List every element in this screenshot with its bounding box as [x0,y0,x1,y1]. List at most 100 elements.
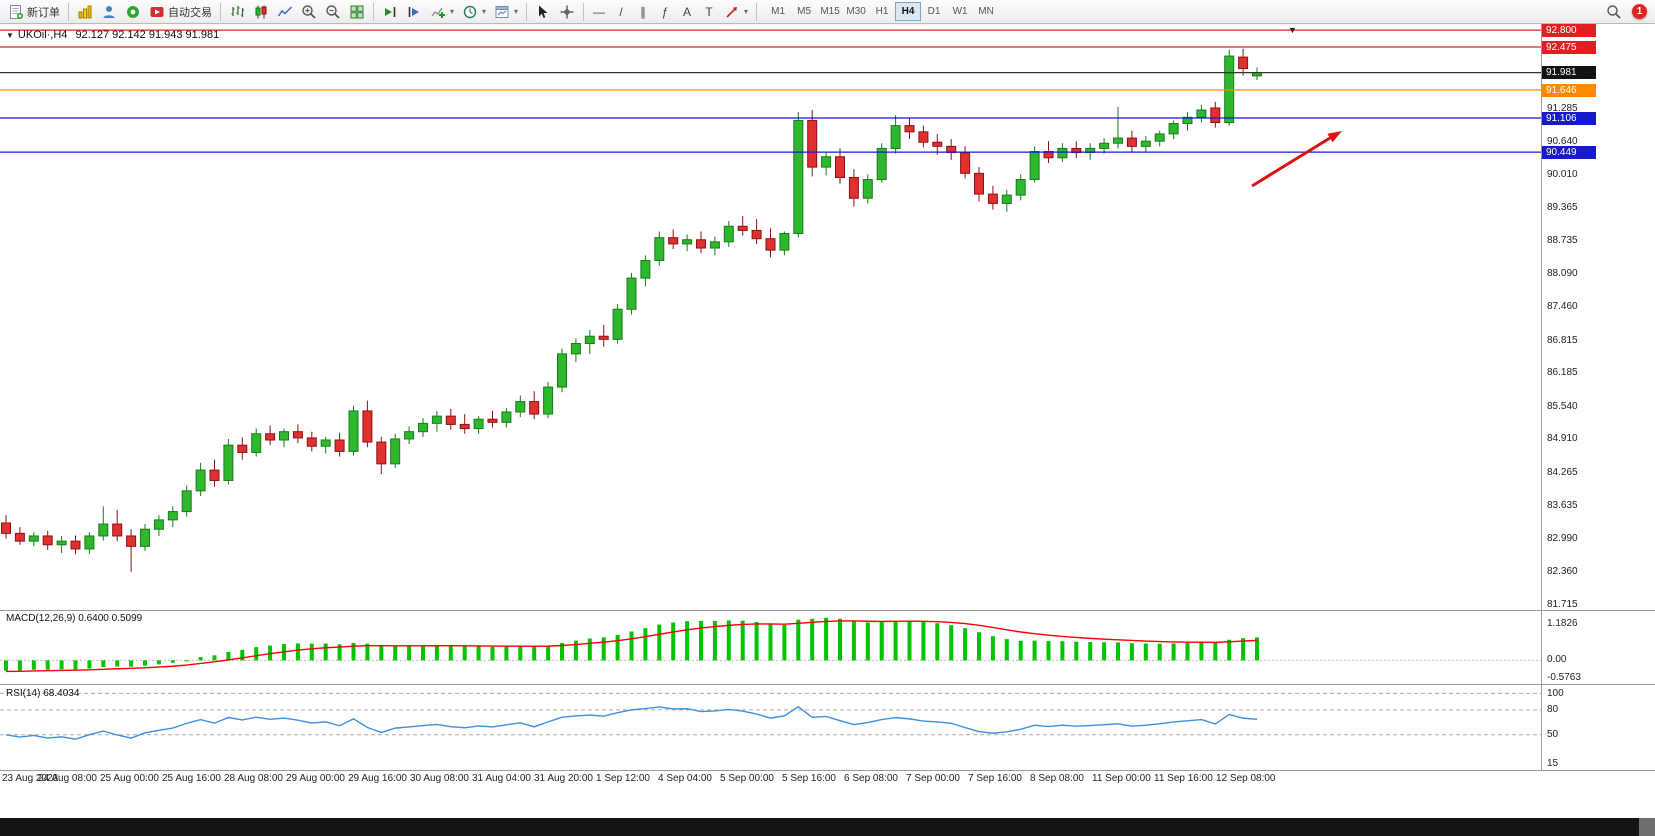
price-level-label-resistance-upper: 92.800 [1542,23,1596,37]
accounts-button[interactable] [97,2,121,22]
horizontal-line-button[interactable]: — [588,2,610,22]
price-level-label-support-blue-2: 90.449 [1542,145,1596,159]
macd-axis-label: -0.5763 [1547,672,1581,683]
timeframe-m30-button[interactable]: M30 [843,2,869,21]
time-axis-label: 25 Aug 00:00 [100,773,159,784]
chart-header: ▼ UKOil·,H4 92.127 92.142 91.943 91.981 [6,29,219,41]
timeframe-h4-button[interactable]: H4 [895,2,922,21]
arrows-tool-button[interactable]: ▾ [720,2,752,22]
timeframe-bar: M1 M5 M15 M30 H1 H4 D1 W1 MN [765,2,999,21]
line-chart-icon [277,5,293,16]
price-level-label-resistance: 92.475 [1542,40,1596,54]
horizontal-scrollbar[interactable] [0,818,1655,836]
timeframe-m5-button[interactable]: M5 [791,2,817,21]
chart-shift-button[interactable] [402,2,426,22]
candlestick-chart-button[interactable] [249,2,273,22]
rsi-axis-label: 15 [1547,757,1559,769]
time-axis-border [0,770,1655,771]
chart-shift-marker[interactable]: ▼ [1288,25,1297,35]
timeframe-h1-button[interactable]: H1 [869,2,895,21]
time-axis-label: 29 Aug 00:00 [286,773,345,784]
text-label-icon: T [705,4,713,19]
auto-scroll-button[interactable] [378,2,402,22]
time-axis-label: 8 Sep 08:00 [1030,773,1084,784]
text-label-button[interactable]: T [698,2,720,22]
market-watch-icon [78,5,92,18]
price-level-label-level-orange: 91.646 [1542,83,1596,97]
zoom-out-button[interactable] [321,2,345,22]
price-tick-label: 90.010 [1547,168,1578,180]
time-axis-label: 12 Sep 08:00 [1216,773,1276,784]
price-level-label-support-blue-1: 91.106 [1542,111,1596,125]
algo-trading-button[interactable]: 自动交易 [145,2,216,22]
time-axis-label: 28 Aug 08:00 [224,773,283,784]
time-axis-label: 11 Sep 16:00 [1154,773,1213,784]
symbol-period-label: UKOil·,H4 [17,29,68,41]
time-axis-label: 7 Sep 00:00 [906,773,960,784]
price-tick-label: 81.715 [1547,599,1578,611]
tile-windows-button[interactable] [345,2,369,22]
symbol-dropdown-icon[interactable]: ▼ [6,31,14,40]
line-chart-button[interactable] [273,2,297,22]
new-order-button[interactable]: 新订单 [4,2,64,22]
notification-badge[interactable]: 1 [1632,4,1647,19]
ohlc-quote: 92.127 92.142 91.943 91.981 [75,29,220,41]
scrollbar-grip[interactable] [1639,818,1655,836]
chart-canvas[interactable] [0,0,1655,812]
price-tick-label: 82.360 [1547,565,1578,577]
price-tick-label: 86.815 [1547,334,1578,346]
toolbar-separator [526,2,528,21]
indicators-button[interactable]: ▾ [426,2,458,22]
rsi-axis-label: 50 [1547,728,1559,740]
time-axis-label: 30 Aug 08:00 [410,773,469,784]
search-button[interactable] [1602,2,1626,22]
price-tick-label: 83.635 [1547,499,1578,511]
horizontal-line-icon: — [593,4,606,19]
panel-separator[interactable] [0,610,1655,611]
dropdown-arrow-icon: ▾ [514,7,519,16]
time-axis-label: 31 Aug 04:00 [472,773,531,784]
timeframe-m15-button[interactable]: M15 [817,2,843,21]
macd-axis-label: 1.1826 [1547,618,1578,629]
price-tick-label: 82.990 [1547,533,1578,545]
time-axis-label: 7 Sep 16:00 [968,773,1022,784]
trendline-button[interactable]: / [610,2,632,22]
crosshair-button[interactable] [555,2,579,22]
user-profile-icon [103,5,115,18]
time-axis-label: 5 Sep 16:00 [782,773,836,784]
bar-chart-button[interactable] [225,2,249,22]
trendline-icon: / [619,4,623,19]
dropdown-arrow-icon: ▾ [450,7,455,16]
rsi-axis-label: 100 [1547,688,1564,699]
text-tool-button[interactable]: A [676,2,698,22]
candlestick-chart-icon [255,5,267,18]
time-axis-label: 5 Sep 00:00 [720,773,774,784]
toolbar-separator [583,2,585,21]
chart-properties-button[interactable]: ▾ [490,2,522,22]
community-button[interactable] [121,2,145,22]
toolbar-separator [68,2,69,21]
timeframe-d1-button[interactable]: D1 [921,2,947,21]
toolbar-separator [756,2,758,21]
timeframe-w1-button[interactable]: W1 [947,2,973,21]
fibonacci-button[interactable]: ƒ [654,2,676,22]
dropdown-arrow-icon: ▾ [482,7,487,16]
panel-separator[interactable] [0,684,1655,685]
timeframe-mn-button[interactable]: MN [973,2,999,21]
price-level-label-current-price: 91.981 [1542,66,1596,80]
clock-icon [463,5,477,18]
trend-arrow-annotation[interactable] [1251,131,1342,188]
dropdown-arrow-icon: ▾ [744,7,749,16]
timeframe-m1-button[interactable]: M1 [765,2,791,21]
channel-icon: ∥ [640,4,647,19]
new-order-icon [10,4,23,19]
timeframes-menu-button[interactable]: ▾ [458,2,490,22]
equidistant-channel-button[interactable]: ∥ [632,2,654,22]
price-tick-label: 84.265 [1547,466,1578,478]
cursor-button[interactable] [531,2,555,22]
price-tick-label: 86.185 [1547,367,1578,379]
macd-histogram [4,617,1259,671]
zoom-in-button[interactable] [297,2,321,22]
main-toolbar: 新订单 自动交易 [0,0,1655,24]
market-watch-button[interactable] [73,2,97,22]
